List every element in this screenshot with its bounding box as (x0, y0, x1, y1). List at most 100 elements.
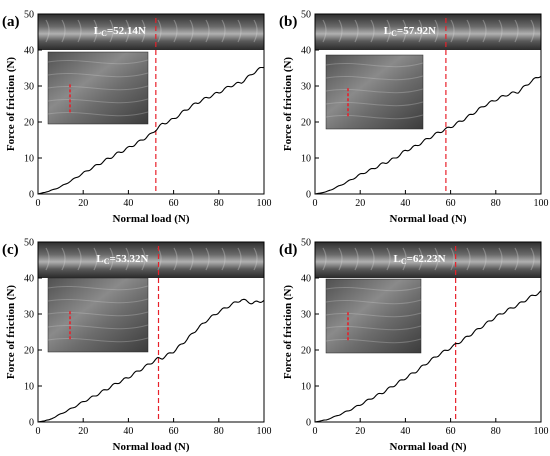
scratch-mark (221, 247, 226, 271)
x-tick-label: 60 (446, 198, 456, 209)
scratch-mark (322, 19, 327, 43)
plot-frame (314, 241, 542, 423)
scratch-track-micrograph (38, 14, 264, 50)
x-tick-label: 80 (214, 198, 224, 209)
scratch-mark (237, 19, 242, 43)
plot-frame (37, 13, 265, 195)
scratch-mark (354, 247, 359, 271)
x-tick-label: 80 (214, 426, 224, 437)
scratch-mark (386, 247, 391, 271)
x-tick-label: 20 (355, 198, 365, 209)
failure-micrograph-inset (47, 51, 149, 125)
y-axis-title: Force of friction (N) (282, 285, 294, 380)
panel-label: (d) (279, 242, 297, 258)
x-tick-label: 60 (169, 426, 179, 437)
y-tick-label: 40 (24, 274, 34, 285)
scratch-mark (498, 19, 503, 43)
critical-load-label: LC=53.32N (96, 253, 148, 266)
scratch-mark (125, 19, 130, 43)
scratch-mark (109, 19, 114, 43)
scratch-mark (93, 247, 98, 271)
y-tick-label: 20 (24, 346, 34, 357)
scratch-mark (322, 247, 327, 271)
inset-texture-line (325, 114, 424, 120)
x-tick-label: 20 (78, 426, 88, 437)
y-tick-label: 50 (24, 10, 34, 21)
inset-texture-line (47, 298, 149, 304)
scratch-mark (45, 19, 50, 43)
scratch-mark (141, 247, 146, 271)
x-tick-label: 40 (400, 198, 410, 209)
scratch-mark (237, 247, 242, 271)
inset-texture-line (47, 72, 149, 78)
y-tick-label: 10 (24, 382, 34, 393)
failure-micrograph-inset (325, 54, 424, 130)
scratch-mark (221, 19, 226, 43)
scratch-mark (498, 247, 503, 271)
y-tick-label: 0 (29, 190, 34, 201)
scratch-mark (253, 247, 258, 271)
scratch-mark (77, 247, 82, 271)
panel-label: (a) (2, 14, 20, 30)
scratch-mark (434, 19, 439, 43)
x-tick-label: 100 (257, 198, 272, 209)
inset-texture-line (325, 325, 422, 331)
y-tick-label: 50 (301, 10, 311, 21)
x-tick-label: 40 (400, 426, 410, 437)
y-tick-label: 0 (29, 418, 34, 429)
scratch-mark (61, 19, 66, 43)
x-axis-title: Normal load (N) (390, 213, 467, 225)
y-tick-label: 30 (24, 82, 34, 93)
inset-texture-line (47, 324, 149, 330)
y-tick-label: 40 (24, 46, 34, 57)
scratch-mark (205, 247, 210, 271)
x-tick-label: 40 (123, 198, 133, 209)
scratch-mark (61, 247, 66, 271)
scratch-mark (418, 247, 423, 271)
panel-b: 0 20 40 60 80 100 0 10 20 30 40 50 Normal load (N) Fo… (279, 10, 549, 226)
scratch-mark (141, 19, 146, 43)
panel-a: 0 20 40 60 80 100 0 10 20 30 40 50 Normal load (N) Fo… (2, 10, 272, 226)
critical-load-label: LC=62.23N (394, 253, 446, 266)
panel-c: 0 20 40 60 80 100 0 10 20 30 40 50 Normal load (N) Fo… (2, 238, 272, 454)
scratch-mark (450, 19, 455, 43)
x-tick-label: 80 (491, 198, 501, 209)
x-tick-label: 0 (36, 198, 41, 209)
failure-micrograph-inset (47, 277, 149, 353)
x-tick-label: 0 (313, 198, 318, 209)
inset-texture-line (47, 85, 149, 91)
inset-texture-line (325, 75, 424, 81)
scratch-mark (173, 19, 178, 43)
scratch-mark (418, 19, 423, 43)
inset-texture-line (47, 337, 149, 343)
scratch-mark (109, 247, 114, 271)
scratch-mark (450, 247, 455, 271)
y-tick-label: 40 (301, 274, 311, 285)
x-tick-label: 0 (313, 426, 318, 437)
critical-load-label: LC=52.14N (94, 25, 146, 38)
friction-force-curve (314, 75, 542, 195)
y-tick-label: 30 (301, 82, 311, 93)
plot-frame (37, 241, 265, 423)
scratch-track-micrograph (315, 14, 541, 50)
y-tick-label: 20 (301, 346, 311, 357)
y-tick-label: 10 (24, 154, 34, 165)
scratch-mark (514, 247, 519, 271)
friction-force-curve (37, 298, 265, 423)
scratch-mark (157, 19, 162, 43)
scratch-mark (386, 19, 391, 43)
inset-texture-line (325, 299, 422, 305)
x-tick-label: 60 (446, 426, 456, 437)
friction-force-curve (37, 66, 265, 195)
panel-label: (c) (2, 242, 19, 258)
scratch-mark (482, 247, 487, 271)
scratch-mark (189, 19, 194, 43)
x-tick-label: 40 (123, 426, 133, 437)
x-tick-label: 0 (36, 426, 41, 437)
inset-texture-line (325, 338, 422, 344)
scratch-mark (402, 19, 407, 43)
scratch-track-micrograph (315, 242, 541, 278)
inset-texture-line (47, 311, 149, 317)
scratch-mark (173, 247, 178, 271)
scratch-mark (402, 247, 407, 271)
